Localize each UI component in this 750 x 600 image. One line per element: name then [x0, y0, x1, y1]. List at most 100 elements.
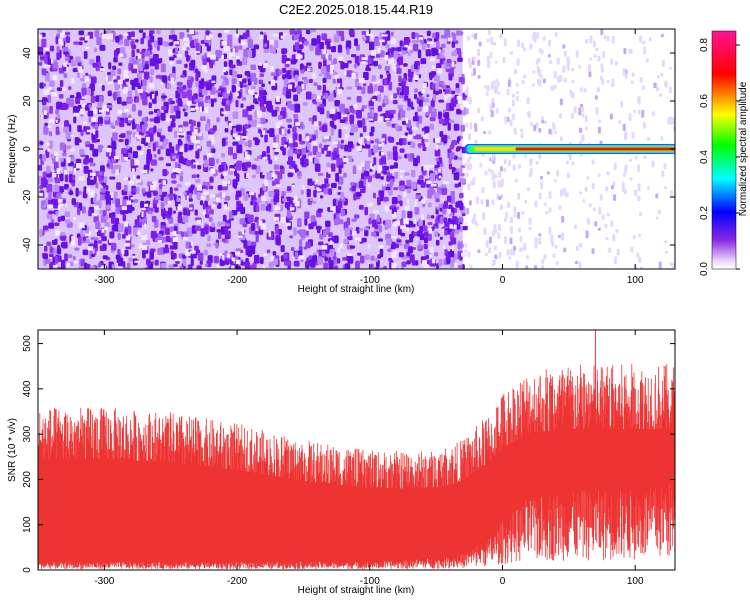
noise-cell — [355, 260, 360, 269]
noise-cell — [224, 195, 231, 201]
noise-cell — [332, 198, 337, 207]
noise-cell — [344, 263, 351, 269]
noise-cell — [343, 172, 347, 178]
noise-cell — [127, 262, 131, 269]
noise-cell — [191, 174, 197, 179]
noise-cell — [664, 250, 668, 254]
noise-cell — [194, 245, 199, 251]
noise-cell — [447, 148, 452, 153]
noise-cell — [229, 64, 236, 69]
noise-cell — [56, 192, 62, 201]
noise-cell — [402, 47, 407, 51]
noise-cell — [304, 211, 310, 219]
noise-cell — [81, 87, 87, 96]
noise-cell — [70, 134, 75, 137]
noise-cell — [257, 115, 261, 118]
noise-cell — [347, 253, 352, 256]
noise-cell — [163, 247, 170, 254]
noise-cell — [508, 159, 512, 167]
noise-cell — [288, 138, 293, 144]
noise-cell — [399, 268, 405, 269]
noise-cell — [363, 171, 370, 177]
noise-cell — [162, 168, 168, 177]
noise-cell — [664, 239, 668, 244]
noise-cell — [226, 90, 231, 94]
noise-cell — [640, 266, 644, 269]
noise-cell — [294, 103, 301, 113]
noise-cell — [286, 186, 292, 191]
noise-cell — [421, 89, 426, 94]
noise-cell — [423, 134, 429, 139]
noise-cell — [216, 229, 222, 233]
noise-cell — [396, 68, 402, 74]
spectral-line-core — [515, 147, 675, 151]
noise-cell — [312, 101, 318, 105]
noise-cell — [573, 224, 577, 230]
noise-cell — [528, 217, 532, 226]
noise-cell — [520, 133, 524, 139]
noise-cell — [392, 146, 398, 153]
noise-cell — [435, 198, 440, 203]
noise-cell — [294, 74, 299, 82]
noise-cell — [145, 93, 151, 97]
noise-cell — [235, 251, 240, 256]
noise-cell — [550, 85, 554, 91]
noise-cell — [93, 47, 98, 53]
noise-cell — [492, 181, 496, 189]
noise-cell — [49, 105, 54, 114]
noise-cell — [106, 108, 110, 112]
noise-cell — [201, 65, 207, 71]
noise-cell — [275, 95, 280, 102]
noise-cell — [467, 35, 471, 41]
noise-cell — [326, 41, 332, 50]
noise-cell — [262, 268, 268, 269]
noise-cell — [141, 124, 147, 133]
noise-cell — [263, 47, 270, 54]
noise-cell — [223, 30, 230, 33]
noise-cell — [236, 144, 243, 154]
noise-cell — [299, 41, 302, 45]
noise-cell — [317, 85, 322, 91]
noise-cell — [306, 226, 309, 231]
noise-cell — [410, 169, 416, 178]
noise-cell — [426, 214, 431, 220]
noise-cell — [299, 140, 306, 145]
noise-cell — [274, 40, 279, 49]
noise-cell — [379, 50, 385, 58]
noise-cell — [70, 59, 75, 67]
noise-cell — [285, 57, 291, 61]
noise-cell — [249, 264, 254, 269]
noise-cell — [187, 80, 192, 89]
noise-cell — [176, 81, 183, 86]
noise-cell — [223, 206, 229, 210]
noise-cell — [95, 130, 99, 139]
noise-cell — [42, 65, 46, 69]
noise-cell — [122, 88, 128, 94]
noise-cell — [339, 119, 346, 123]
noise-cell — [373, 60, 378, 67]
noise-cell — [448, 76, 453, 81]
noise-cell — [153, 116, 160, 124]
noise-cell — [593, 53, 597, 59]
noise-cell — [206, 140, 212, 147]
noise-cell — [344, 227, 351, 237]
noise-cell — [42, 253, 49, 260]
noise-cell — [507, 201, 511, 208]
noise-cell — [206, 153, 213, 157]
noise-cell — [224, 46, 230, 52]
noise-cell — [543, 254, 547, 260]
noise-cell — [286, 118, 292, 123]
noise-cell — [585, 38, 589, 44]
noise-cell — [40, 114, 44, 119]
noise-cell — [432, 94, 437, 102]
noise-cell — [251, 85, 256, 90]
noise-cell — [57, 255, 62, 262]
noise-cell — [472, 68, 476, 76]
noise-cell — [258, 79, 264, 85]
noise-cell — [107, 33, 114, 40]
noise-cell — [73, 41, 79, 45]
noise-cell — [393, 187, 399, 191]
noise-cell — [274, 205, 281, 211]
noise-cell — [444, 112, 450, 120]
noise-cell — [329, 64, 335, 70]
